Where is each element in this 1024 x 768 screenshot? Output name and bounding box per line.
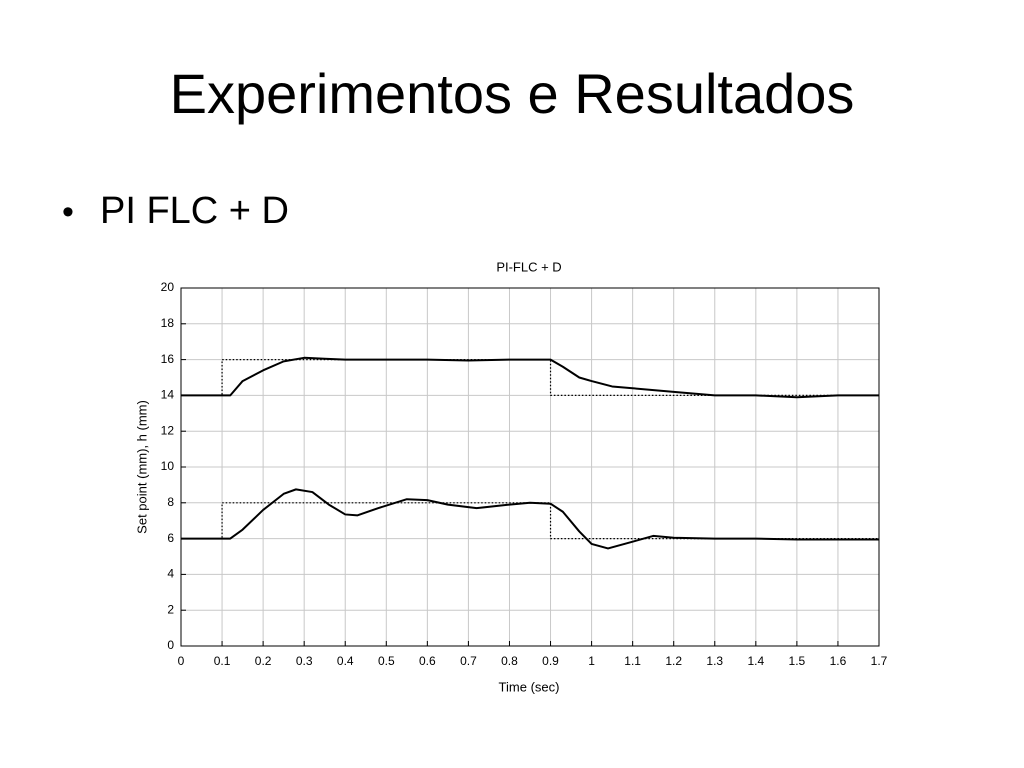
x-tick-label: 1.1 (624, 654, 641, 668)
x-tick-label: 1.5 (789, 654, 806, 668)
x-tick-label: 0.9 (542, 654, 559, 668)
y-tick-label: 6 (167, 531, 174, 545)
bullet-dot: • (62, 193, 74, 231)
x-tick-label: 1.7 (871, 654, 888, 668)
x-tick-label: 1 (588, 654, 595, 668)
y-axis-label: Set point (mm), h (mm) (134, 400, 149, 534)
series-line (181, 356, 879, 399)
x-tick-label: 0 (178, 654, 185, 668)
y-tick-label: 14 (161, 388, 175, 402)
x-tick-label: 1.3 (706, 654, 723, 668)
y-tick-label: 8 (167, 495, 174, 509)
x-tick-label: 0.3 (296, 654, 313, 668)
x-tick-label: 0.6 (419, 654, 436, 668)
x-tick-label: 0.2 (255, 654, 272, 668)
x-tick-label: 0.5 (378, 654, 395, 668)
x-tick-label: 0.8 (501, 654, 518, 668)
slide-title: Experimentos e Resultados (170, 62, 855, 125)
y-tick-label: 18 (161, 316, 175, 330)
plot-lines (181, 356, 879, 550)
plot-frame (180, 287, 880, 647)
x-axis-label: Time (sec) (499, 679, 560, 694)
grid (180, 287, 880, 647)
y-tick-label: 10 (161, 459, 175, 473)
chart-title: PI-FLC + D (496, 259, 561, 274)
series-line (181, 359, 879, 396)
y-tick-label: 20 (161, 280, 175, 294)
bullet-text: PI FLC + D (100, 190, 289, 232)
series-line (181, 488, 879, 550)
x-tick-label: 1.6 (830, 654, 847, 668)
x-tick-label: 0.4 (337, 654, 354, 668)
x-tick-label: 1.4 (747, 654, 764, 668)
y-tick-label: 16 (161, 352, 175, 366)
y-tick-label: 0 (167, 638, 174, 652)
x-tick-label: 1.2 (665, 654, 682, 668)
x-tick-label: 0.7 (460, 654, 477, 668)
series-line (181, 502, 879, 540)
y-tick-label: 12 (161, 423, 175, 437)
x-tick-label: 0.1 (214, 654, 231, 668)
y-tick-label: 2 (167, 602, 174, 616)
y-tick-label: 4 (167, 567, 174, 581)
